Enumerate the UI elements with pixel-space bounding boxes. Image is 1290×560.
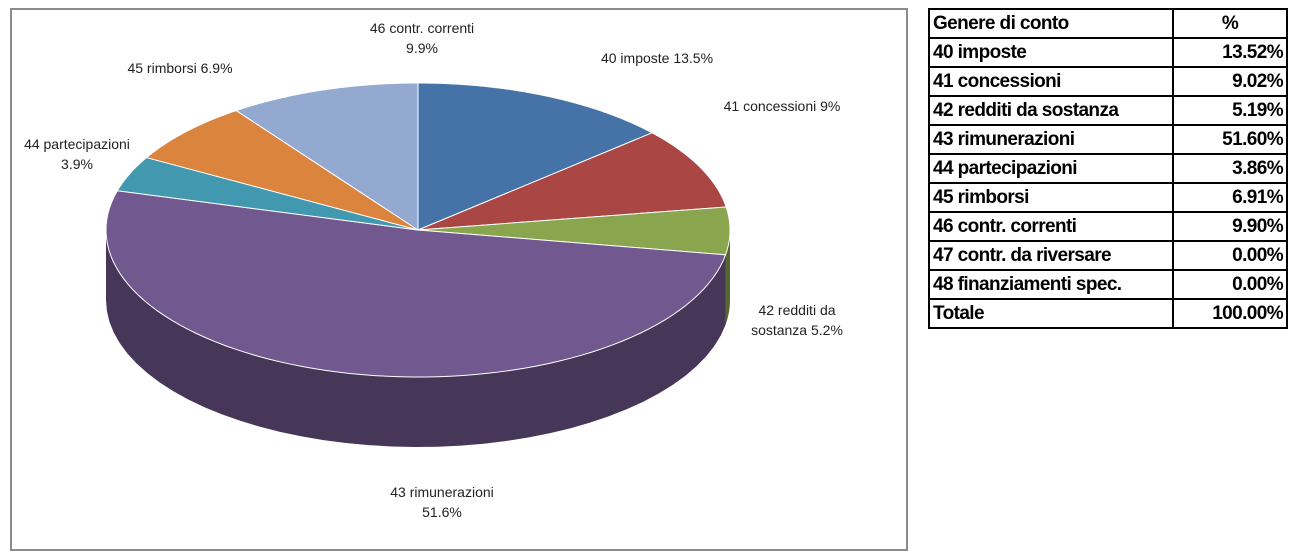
table-cell: 44 partecipazioni — [928, 153, 1174, 184]
data-label: 45 rimborsi 6.9% — [100, 58, 260, 78]
table-cell: 0.00% — [1172, 269, 1288, 300]
chart: 40 imposte 13.5% 41 concessioni 9% 42 redd… — [10, 8, 908, 551]
table-cell: 41 concessioni — [928, 66, 1174, 97]
table-cell: 5.19% — [1172, 95, 1288, 126]
label-part: 5.2% — [811, 322, 843, 338]
table-row: Totale 100.00% — [928, 298, 1288, 329]
slice-side — [106, 230, 726, 447]
table-row: 42 redditi da sostanza 5.19% — [928, 95, 1288, 126]
data-table: Genere di conto% 40 imposte 13.52% 41 conce… — [928, 8, 1288, 329]
table-cell: 48 finanziamenti spec. — [928, 269, 1174, 300]
slice — [417, 206, 731, 256]
table-row: 45 rimborsi 6.91% — [928, 182, 1288, 213]
label-part: 40 imposte — [600, 50, 670, 66]
table-cell: 9.90% — [1172, 211, 1288, 242]
slice — [145, 109, 419, 231]
label-part: 42 redditi da sostanza — [751, 302, 836, 338]
table-cell: 13.52% — [1172, 37, 1288, 68]
data-label: 41 concessioni 9% — [692, 96, 872, 116]
table-cell: 9.02% — [1172, 66, 1288, 97]
table-cell: 0.00% — [1172, 240, 1288, 271]
label-part: 3.9% — [61, 156, 93, 172]
table-row: 47 contr. da riversare 0.00% — [928, 240, 1288, 271]
table-cell: Genere di conto — [928, 8, 1174, 39]
slice — [105, 190, 727, 378]
slice — [417, 82, 654, 231]
table-cell: 40 imposte — [928, 37, 1174, 68]
table-cell: Totale — [928, 298, 1174, 329]
data-label: 42 redditi da sostanza 5.2% — [732, 300, 862, 340]
slice — [235, 82, 419, 231]
table-cell: 47 contr. da riversare — [928, 240, 1174, 271]
table-cell: % — [1172, 8, 1288, 39]
table-row: 46 contr. correnti 9.90% — [928, 211, 1288, 242]
label-part: 44 partecipazioni — [24, 136, 130, 152]
data-label: 43 rimunerazioni 51.6% — [362, 482, 522, 522]
slice — [116, 157, 419, 231]
table-row: 48 finanziamenti spec. 0.00% — [928, 269, 1288, 300]
data-label: 40 imposte 13.5% — [547, 48, 767, 68]
label-part: 9.9% — [406, 40, 438, 56]
slice — [417, 132, 727, 231]
table-row: 41 concessioni 9.02% — [928, 66, 1288, 97]
data-label: 44 partecipazioni 3.9% — [7, 134, 147, 174]
table-row: 44 partecipazioni 3.86% — [928, 153, 1288, 184]
data-label: 46 contr. correnti 9.9% — [352, 18, 492, 58]
slice-side — [725, 230, 730, 325]
label-part: 51.6% — [422, 504, 462, 520]
table-row: Genere di conto% — [928, 8, 1288, 39]
table-cell: 3.86% — [1172, 153, 1288, 184]
label-part: 9% — [820, 98, 841, 114]
table-cell: 6.91% — [1172, 182, 1288, 213]
label-part: 45 rimborsi — [127, 60, 197, 76]
table-cell: 51.60% — [1172, 124, 1288, 155]
table-cell: 42 redditi da sostanza — [928, 95, 1174, 126]
table-row: 40 imposte 13.52% — [928, 37, 1288, 68]
label-part: 41 concessioni — [723, 98, 817, 114]
label-part: 6.9% — [200, 60, 233, 76]
pie-chart — [105, 82, 731, 447]
label-part: 43 rimunerazioni — [390, 484, 494, 500]
table-cell: 100.00% — [1172, 298, 1288, 329]
label-part: 13.5% — [673, 50, 714, 66]
table-cell: 46 contr. correnti — [928, 211, 1174, 242]
table-cell: 43 rimunerazioni — [928, 124, 1174, 155]
table-cell: 45 rimborsi — [928, 182, 1174, 213]
label-part: 46 contr. correnti — [369, 20, 475, 36]
table-row: 43 rimunerazioni 51.60% — [928, 124, 1288, 155]
